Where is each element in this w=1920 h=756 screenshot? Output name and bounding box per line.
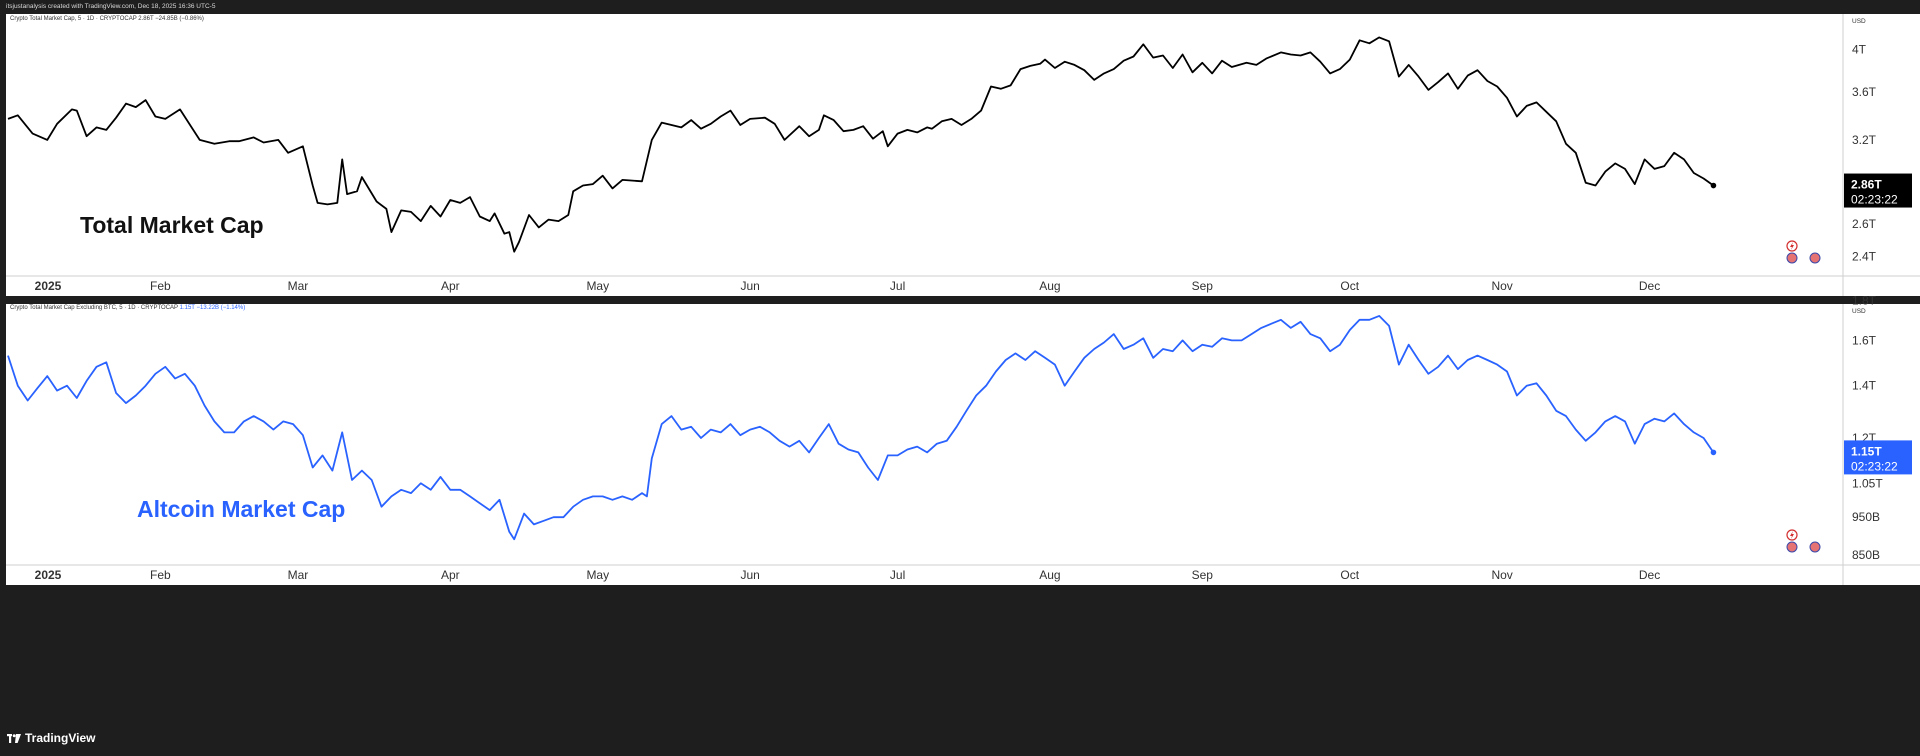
pane-header-altcoin: Crypto Total Market Cap Excluding BTC, 5… bbox=[10, 305, 245, 311]
us-flag-event-icon[interactable] bbox=[1809, 541, 1821, 553]
y-tick-label: 3.6T bbox=[1852, 85, 1877, 99]
pane-separator[interactable] bbox=[0, 296, 1920, 304]
x-tick-label: Apr bbox=[441, 568, 460, 582]
series-line-altcoin[interactable] bbox=[7, 315, 1715, 541]
lightning-event-glyph bbox=[1790, 531, 1794, 539]
altcoin-market-cap-label: Altcoin Market Cap bbox=[137, 496, 346, 522]
x-tick-label: Aug bbox=[1039, 568, 1060, 582]
y-tick-label: 4T bbox=[1852, 42, 1867, 56]
x-tick-label: Dec bbox=[1639, 568, 1660, 582]
series-line-total[interactable] bbox=[7, 36, 1714, 253]
x-tick-label: Mar bbox=[288, 279, 309, 293]
y-tick-label: 1.6T bbox=[1852, 333, 1877, 347]
y-tick-label: 3.2T bbox=[1852, 133, 1877, 147]
total-market-cap-label: Total Market Cap bbox=[80, 212, 264, 238]
tradingview-brand: TradingView bbox=[25, 731, 96, 745]
last-point-total bbox=[1710, 182, 1717, 189]
x-tick-label: Feb bbox=[150, 568, 171, 582]
pane-header-total: Crypto Total Market Cap, 5 · 1D · CRYPTO… bbox=[10, 16, 204, 22]
y-tick-label: 850B bbox=[1852, 548, 1880, 562]
pane-values-altcoin: 1.15T −13.22B (−1.14%) bbox=[179, 305, 246, 311]
chart-svg[interactable]: 2.4T2.6T2.8T3.2T3.6T4T2025FebMarAprMayJu… bbox=[0, 14, 1920, 722]
currency-label-altcoin: USD bbox=[1852, 308, 1866, 315]
y-tick-label: 2.4T bbox=[1852, 250, 1877, 264]
price-box-countdown-altcoin: 02:23:22 bbox=[1851, 459, 1898, 473]
x-tick-label: 2025 bbox=[35, 568, 62, 582]
x-tick-label: Nov bbox=[1491, 279, 1512, 293]
tradingview-logo-icon bbox=[7, 733, 21, 743]
y-tick-label: 950B bbox=[1852, 510, 1880, 524]
x-tick-label: Aug bbox=[1039, 279, 1060, 293]
pane-symbol-altcoin: Crypto Total Market Cap Excluding BTC, 5… bbox=[10, 305, 178, 311]
x-tick-label: May bbox=[586, 279, 609, 293]
last-point-altcoin bbox=[1710, 449, 1717, 456]
us-flag-event-icon[interactable] bbox=[1786, 252, 1798, 264]
x-tick-label: Sep bbox=[1192, 279, 1214, 293]
y-tick-label: 1.05T bbox=[1852, 476, 1883, 490]
price-box-countdown-total: 02:23:22 bbox=[1851, 193, 1898, 207]
currency-label-total: USD bbox=[1852, 18, 1866, 25]
tradingview-logo[interactable]: TradingView bbox=[7, 731, 95, 745]
lightning-event-glyph bbox=[1790, 242, 1794, 250]
x-tick-label: Dec bbox=[1639, 279, 1660, 293]
x-tick-label: Mar bbox=[288, 568, 309, 582]
left-border bbox=[0, 14, 6, 722]
x-tick-label: Nov bbox=[1491, 568, 1512, 582]
x-tick-label: Sep bbox=[1192, 568, 1214, 582]
x-tick-label: Jul bbox=[890, 568, 905, 582]
x-tick-label: Oct bbox=[1340, 568, 1359, 582]
x-tick-label: Jun bbox=[740, 568, 759, 582]
price-box-value-total: 2.86T bbox=[1851, 178, 1882, 192]
pane-values-total: 2.86T −24.85B (−0.86%) bbox=[138, 16, 204, 22]
pane-symbol-total: Crypto Total Market Cap, 5 · 1D · CRYPTO… bbox=[10, 16, 137, 22]
price-box-altcoin bbox=[1844, 440, 1912, 475]
price-box-value-altcoin: 1.15T bbox=[1851, 444, 1882, 458]
y-tick-label: 1.8T bbox=[1852, 293, 1877, 307]
x-tick-label: Apr bbox=[441, 279, 460, 293]
attribution-bar: itsjustanalysis created with TradingView… bbox=[0, 0, 1920, 14]
us-flag-event-icon[interactable] bbox=[1809, 252, 1821, 264]
us-flag-event-icon[interactable] bbox=[1786, 541, 1798, 553]
bottom-border bbox=[0, 585, 1920, 722]
chart-canvas[interactable]: 2.4T2.6T2.8T3.2T3.6T4T2025FebMarAprMayJu… bbox=[0, 14, 1920, 722]
price-box-total bbox=[1844, 173, 1912, 208]
x-tick-label: Jun bbox=[740, 279, 759, 293]
x-tick-label: May bbox=[586, 568, 609, 582]
footer-bar: TradingView bbox=[0, 722, 1920, 756]
y-tick-label: 1.4T bbox=[1852, 379, 1877, 393]
x-tick-label: Feb bbox=[150, 279, 171, 293]
attribution-text: itsjustanalysis created with TradingView… bbox=[6, 3, 216, 10]
y-tick-label: 2.6T bbox=[1852, 217, 1877, 231]
x-tick-label: 2025 bbox=[35, 279, 62, 293]
x-tick-label: Jul bbox=[890, 279, 905, 293]
x-tick-label: Oct bbox=[1340, 279, 1359, 293]
